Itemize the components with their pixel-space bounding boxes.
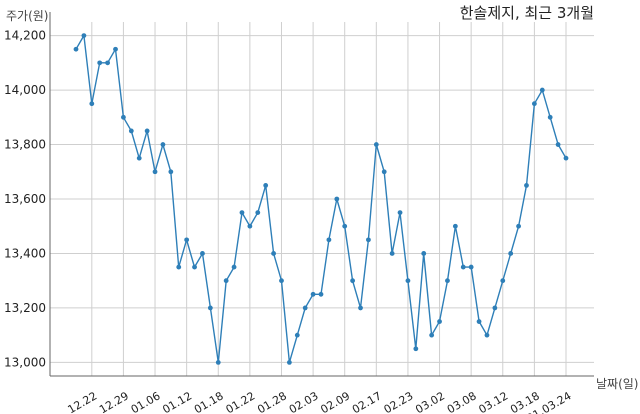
- x-tick-label: 03.02: [413, 389, 447, 414]
- data-point: [476, 319, 482, 324]
- data-point: [563, 155, 569, 161]
- data-point: [366, 237, 371, 243]
- data-point: [136, 155, 142, 161]
- x-tick-label: 02.17: [350, 389, 384, 414]
- data-point: [223, 278, 229, 284]
- data-point: [231, 264, 237, 270]
- x-tick-label: 02.03: [287, 389, 321, 414]
- x-tick-labels: 12.2212.2901.0601.1201.1801.2201.2802.03…: [66, 389, 574, 414]
- y-axis-label: 주가(원): [6, 9, 48, 23]
- data-point: [326, 237, 332, 243]
- x-tick-label: 01.06: [129, 389, 163, 414]
- data-point: [176, 264, 182, 270]
- data-point: [397, 210, 403, 216]
- data-point: [121, 114, 126, 120]
- data-point: [302, 305, 308, 311]
- data-point: [421, 251, 427, 256]
- data-point: [89, 101, 95, 107]
- data-point: [73, 46, 79, 52]
- data-point: [184, 237, 190, 243]
- data-point: [342, 223, 348, 229]
- series-price: [73, 33, 569, 365]
- y-tick-label: 13,000: [4, 355, 46, 369]
- data-point: [539, 87, 545, 93]
- data-point: [508, 251, 514, 256]
- data-point: [239, 210, 245, 216]
- data-point: [524, 182, 529, 188]
- x-tick-label: 02.09: [318, 389, 352, 414]
- data-point: [263, 182, 269, 188]
- x-tick-label: 01.12: [160, 389, 194, 414]
- data-point: [255, 210, 261, 216]
- data-point: [215, 359, 221, 365]
- x-tick-label: 03.12: [476, 389, 510, 414]
- data-point: [413, 346, 419, 352]
- data-point: [531, 101, 537, 107]
- grid: [50, 22, 594, 376]
- y-tick-label: 13,800: [4, 138, 46, 152]
- x-tick-label: 01.18: [192, 389, 226, 414]
- y-tick-label: 13,400: [4, 246, 46, 260]
- data-point: [207, 305, 213, 311]
- x-tick-label: 12.29: [97, 389, 131, 414]
- data-point: [318, 291, 324, 297]
- x-tick-label: 02.23: [382, 389, 416, 414]
- axes: [49, 12, 594, 377]
- data-point: [373, 142, 379, 147]
- data-point: [358, 305, 363, 311]
- data-point: [294, 332, 300, 338]
- data-point: [192, 264, 197, 270]
- data-point: [334, 196, 340, 202]
- data-point: [200, 251, 205, 256]
- x-axis-label: 날짜(일): [596, 377, 638, 391]
- data-point: [429, 332, 435, 338]
- data-point: [168, 169, 174, 175]
- y-tick-label: 14,000: [4, 83, 46, 97]
- data-point: [350, 278, 356, 284]
- data-point: [247, 223, 253, 229]
- x-tick-label: 03.08: [445, 389, 479, 414]
- data-point: [97, 60, 103, 66]
- data-point: [310, 291, 316, 297]
- data-point: [389, 251, 395, 256]
- data-point: [381, 169, 387, 175]
- data-point: [279, 278, 284, 284]
- data-point: [492, 305, 498, 311]
- data-point: [484, 332, 490, 338]
- data-point: [81, 33, 87, 39]
- y-tick-labels: 13,000 13,200 13,400 13,600 13,800 14,000 14,2…: [4, 29, 46, 370]
- data-point: [460, 264, 466, 270]
- data-point: [468, 264, 474, 270]
- data-point: [113, 46, 118, 52]
- y-tick-label: 13,200: [4, 301, 46, 315]
- data-point: [452, 223, 458, 229]
- data-point: [152, 169, 158, 175]
- y-tick-label: 14,200: [4, 29, 46, 43]
- data-point: [160, 142, 166, 147]
- data-point: [286, 359, 292, 365]
- data-point: [555, 142, 561, 147]
- x-tick-label: 01.28: [255, 389, 289, 414]
- x-tick-label: 01.22: [224, 389, 258, 414]
- data-point: [500, 278, 506, 284]
- data-point: [105, 60, 111, 66]
- data-point: [128, 128, 134, 134]
- data-point: [445, 278, 450, 284]
- x-tick-label: 12.22: [66, 389, 100, 414]
- data-point: [144, 128, 150, 134]
- chart-title: 한솔제지, 최근 3개월: [460, 4, 594, 22]
- data-point: [405, 278, 411, 284]
- data-point: [547, 114, 553, 120]
- y-tick-label: 13,600: [4, 192, 46, 206]
- data-point: [271, 251, 276, 256]
- data-point: [516, 223, 521, 229]
- data-point: [437, 319, 442, 324]
